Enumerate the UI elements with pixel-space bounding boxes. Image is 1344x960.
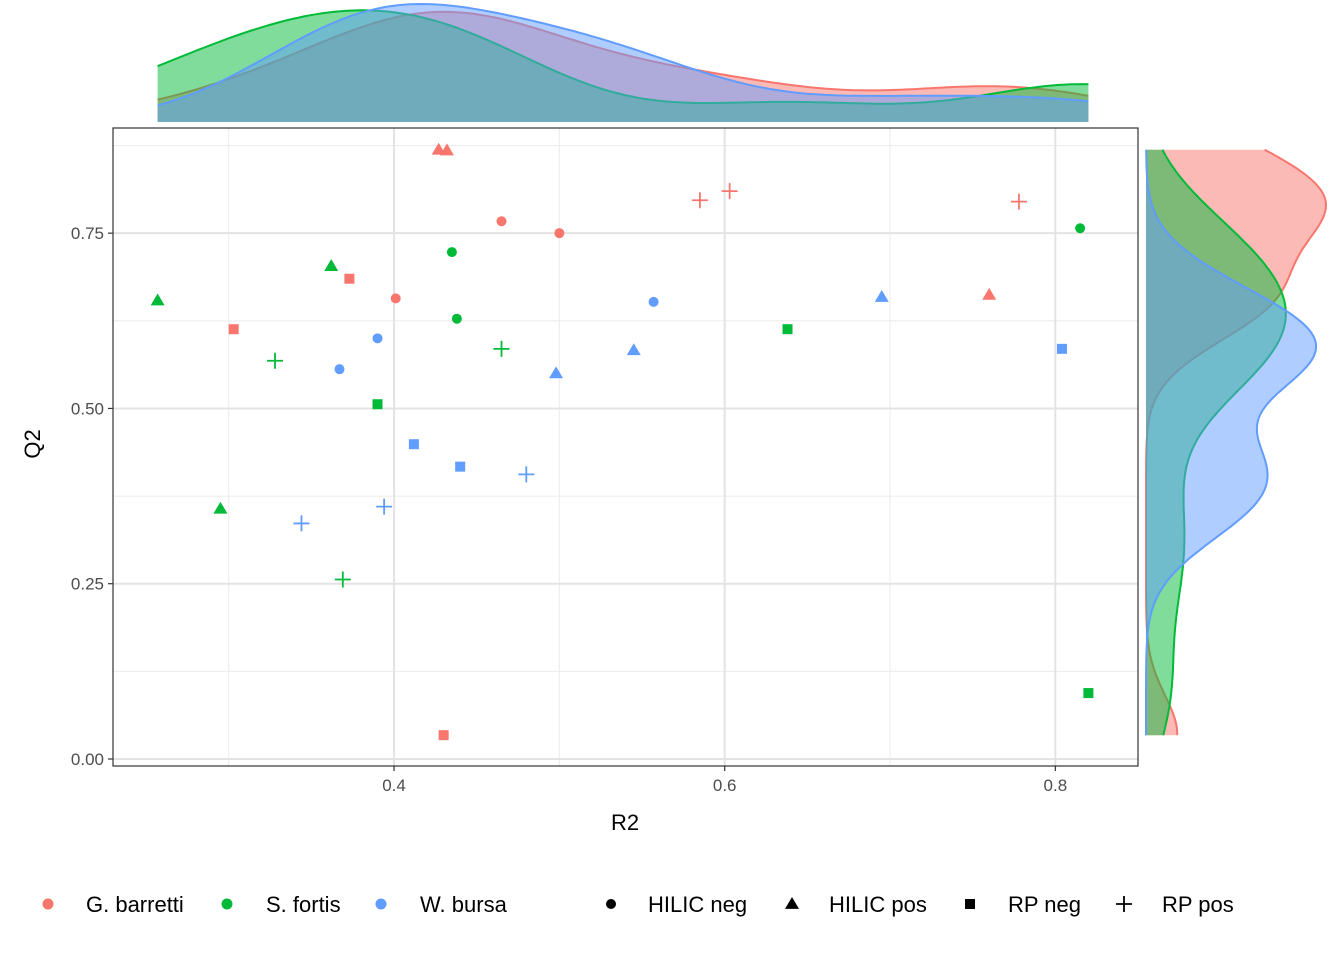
- x-axis: 0.4 0.6 0.8: [382, 766, 1067, 795]
- legend-key-species: [221, 898, 233, 910]
- legend-label-species: S. fortis: [266, 892, 341, 917]
- point-plus: [267, 352, 284, 369]
- point-circle: [446, 247, 457, 258]
- point-plus: [721, 183, 738, 200]
- y-tick-label: 0.50: [71, 399, 104, 418]
- y-tick-label: 0.00: [71, 750, 104, 769]
- legend-key-circle: [606, 899, 616, 909]
- point-square: [372, 399, 383, 410]
- point-square: [455, 461, 466, 472]
- y-axis: 0.00 0.25 0.50 0.75: [71, 224, 113, 769]
- point-plus: [1010, 193, 1027, 210]
- x-axis-title: R2: [611, 810, 639, 835]
- y-tick-label: 0.75: [71, 224, 104, 243]
- points: [150, 142, 1094, 741]
- point-circle: [372, 333, 383, 344]
- point-triangle: [213, 501, 228, 514]
- legend: G. barretti S. fortis W. bursa HILIC neg HIL…: [42, 892, 1234, 917]
- point-circle: [334, 364, 345, 375]
- right-density-line: [1145, 149, 1318, 736]
- point-square: [228, 324, 239, 335]
- point-circle: [451, 313, 462, 324]
- point-circle: [554, 228, 565, 239]
- legend-label-method: RP neg: [1008, 892, 1081, 917]
- point-square: [438, 730, 449, 741]
- y-tick-label: 0.25: [71, 575, 104, 594]
- point-triangle: [626, 343, 641, 356]
- point-plus: [493, 340, 510, 357]
- legend-key-plus: [1116, 896, 1132, 912]
- point-circle: [496, 216, 507, 227]
- point-square: [1083, 688, 1094, 699]
- top-marginal-density: [157, 2, 1089, 122]
- legend-label-method: RP pos: [1162, 892, 1234, 917]
- point-plus: [376, 498, 393, 515]
- plot-panel: [112, 127, 1139, 767]
- y-axis-title: Q2: [20, 429, 45, 458]
- point-plus: [334, 571, 351, 588]
- point-triangle: [324, 259, 339, 272]
- point-triangle: [549, 366, 564, 379]
- legend-label-species: W. bursa: [420, 892, 508, 917]
- point-triangle: [439, 143, 454, 156]
- point-square: [1056, 343, 1067, 354]
- point-plus: [293, 515, 310, 532]
- legend-label-method: HILIC neg: [648, 892, 747, 917]
- top-density-area: [157, 4, 1089, 122]
- point-triangle: [982, 287, 997, 300]
- point-circle: [390, 293, 401, 304]
- point-circle: [648, 296, 659, 307]
- right-marginal-density: [1145, 148, 1328, 736]
- x-tick-label: 0.4: [382, 776, 406, 795]
- legend-key-species: [375, 898, 387, 910]
- right-density-area: [1146, 149, 1317, 736]
- point-triangle: [150, 293, 165, 306]
- point-plus: [691, 192, 708, 209]
- point-square: [344, 273, 355, 284]
- point-square: [408, 439, 419, 450]
- point-square: [782, 324, 793, 335]
- legend-label-species: G. barretti: [86, 892, 184, 917]
- point-triangle: [874, 289, 889, 302]
- panel-border: [112, 127, 1139, 767]
- point-circle: [1075, 223, 1086, 234]
- legend-key-species: [42, 898, 54, 910]
- legend-label-method: HILIC pos: [829, 892, 927, 917]
- point-plus: [518, 466, 535, 483]
- x-tick-label: 0.8: [1044, 776, 1068, 795]
- top-density-line: [157, 2, 1089, 107]
- x-tick-label: 0.6: [713, 776, 737, 795]
- legend-key-square: [965, 899, 975, 909]
- legend-key-triangle: [785, 897, 799, 909]
